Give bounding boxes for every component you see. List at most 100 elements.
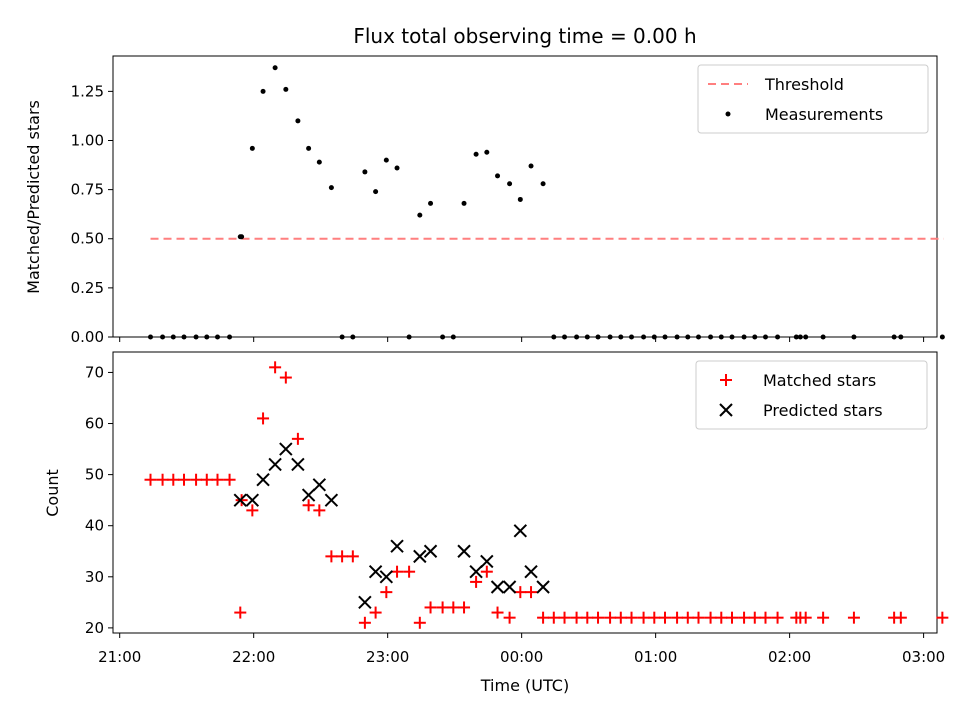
measurement-point — [260, 88, 266, 94]
matched-star-point — [178, 473, 191, 486]
matched-star-point — [223, 473, 236, 486]
predicted-star-point — [480, 554, 494, 569]
count-y-tick-label: 60 — [85, 415, 104, 433]
x-tick-label: 03:00 — [902, 648, 945, 666]
measurement-point — [708, 334, 714, 340]
count-y-tick-label: 50 — [85, 466, 104, 484]
ratio-y-axis-label: Matched/Predicted stars — [24, 100, 43, 294]
x-tick-label: 01:00 — [634, 648, 677, 666]
matched-star-point — [648, 611, 661, 624]
predicted-star-point — [358, 595, 372, 610]
measurement-point — [406, 334, 412, 340]
matched-star-point — [681, 611, 694, 624]
matched-star-point — [257, 412, 270, 425]
measurement-point — [898, 334, 904, 340]
matched-star-point — [570, 611, 583, 624]
ratio-y-tick-label: 0.75 — [71, 181, 104, 199]
measurement-point — [339, 334, 345, 340]
matched-star-point — [491, 606, 504, 619]
matched-star-point — [738, 611, 751, 624]
measurement-point — [170, 334, 176, 340]
matched-star-point — [480, 565, 493, 578]
predicted-star-point — [368, 564, 383, 579]
measurement-point — [540, 181, 546, 187]
measurement-point — [685, 334, 691, 340]
matched-star-point — [525, 586, 538, 599]
measurement-point — [696, 334, 702, 340]
matched-star-point — [200, 473, 213, 486]
legend-matched-swatch — [720, 374, 732, 386]
measurement-point — [227, 334, 233, 340]
predicted-star-point — [312, 478, 327, 492]
predicted-star-point — [469, 564, 483, 579]
matched-star-point — [692, 611, 705, 624]
matched-star-point — [156, 473, 169, 486]
measurement-point — [618, 334, 624, 340]
measurement-point — [495, 173, 501, 179]
matched-star-point — [671, 611, 684, 624]
measurement-point — [473, 151, 479, 157]
matched-star-point — [190, 473, 203, 486]
chart-title: Flux total observing time = 0.00 h — [353, 24, 696, 48]
matched-star-point — [704, 611, 717, 624]
measurement-point — [891, 334, 897, 340]
matched-star-points — [144, 361, 949, 629]
count-y-tick-label: 30 — [85, 568, 104, 586]
ratio-y-tick-label: 1.25 — [71, 82, 104, 100]
matched-star-point — [211, 473, 224, 486]
measurement-point — [793, 334, 799, 340]
measurement-point — [249, 145, 255, 151]
predicted-star-point — [301, 488, 316, 502]
measurement-point — [362, 169, 368, 175]
matched-star-point — [503, 611, 516, 624]
matched-star-point — [246, 504, 259, 517]
matched-star-point — [726, 611, 739, 624]
measurement-point — [820, 334, 826, 340]
measurement-point — [528, 163, 534, 169]
matched-star-point — [817, 611, 830, 624]
measurement-point — [350, 334, 356, 340]
matched-star-point — [302, 499, 315, 512]
ratio-panel: 0.00 0.25 0.50 0.75 1.00 1.25 Matched/Predict… — [24, 55, 945, 346]
predicted-star-point — [379, 570, 394, 584]
predicted-star-point — [413, 549, 427, 564]
matched-star-point — [537, 611, 550, 624]
matched-star-point — [592, 611, 605, 624]
measurement-point — [204, 334, 210, 340]
measurement-point — [551, 334, 557, 340]
ratio-y-axis: 0.00 0.25 0.50 0.75 1.00 1.25 — [71, 82, 113, 346]
matched-star-point — [234, 606, 247, 619]
measurement-point — [316, 159, 322, 165]
measurement-point — [239, 234, 245, 240]
measurement-point — [507, 181, 513, 187]
measurement-point — [181, 334, 187, 340]
matched-star-point — [403, 565, 416, 578]
matched-star-point — [625, 611, 638, 624]
measurement-point — [450, 334, 456, 340]
matched-star-point — [847, 611, 860, 624]
matched-star-point — [659, 611, 672, 624]
ratio-y-tick-label: 1.00 — [71, 131, 104, 149]
x-tick-label: 21:00 — [98, 648, 141, 666]
measurement-point — [295, 118, 301, 124]
count-y-tick-label: 40 — [85, 517, 104, 535]
predicted-star-point — [233, 493, 247, 507]
measurement-point — [383, 157, 389, 163]
x-tick-label: 23:00 — [366, 648, 409, 666]
matched-star-point — [771, 611, 784, 624]
count-panel: 20 30 40 50 60 70 21:00 22:00 23:00 00:00 01:00 02… — [43, 351, 949, 695]
matched-star-point — [346, 550, 359, 563]
x-tick-label: 22:00 — [232, 648, 275, 666]
measurement-point — [651, 334, 657, 340]
measurement-point — [484, 149, 490, 155]
measurement-point — [373, 189, 379, 195]
matched-star-point — [358, 616, 371, 629]
ratio-y-tick-label: 0.25 — [71, 279, 104, 297]
measurement-point — [584, 334, 590, 340]
measurement-point — [574, 334, 580, 340]
measurement-point — [417, 212, 423, 218]
matched-star-point — [436, 601, 449, 614]
measurement-point — [440, 334, 446, 340]
count-y-axis: 20 30 40 50 60 70 — [85, 363, 113, 637]
measurement-point — [641, 334, 647, 340]
